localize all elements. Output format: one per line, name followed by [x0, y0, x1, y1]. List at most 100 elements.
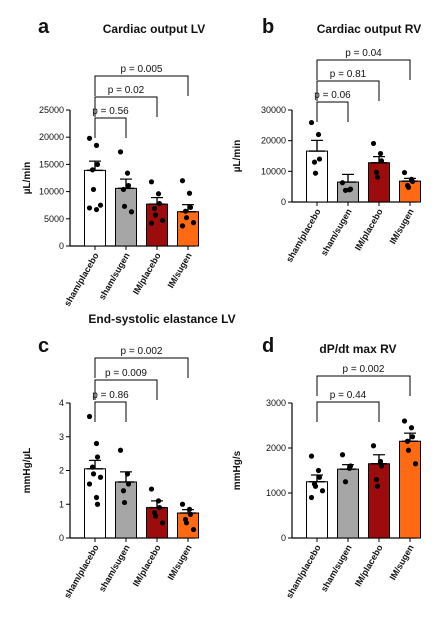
y-tick-label: 2: [59, 466, 64, 476]
bar-im-placebo: [368, 463, 390, 539]
data-point: [93, 142, 100, 148]
data-point: [373, 476, 380, 483]
data-point: [94, 161, 101, 167]
p-value-label: p = 0.44: [330, 390, 367, 401]
data-point: [412, 461, 419, 467]
bar-sham-placebo: [84, 468, 106, 539]
p-value-label: p = 0.02: [108, 85, 145, 96]
data-point: [405, 184, 412, 190]
chart-title: Cardiac output LV: [103, 22, 205, 36]
data-point: [308, 494, 315, 501]
x-tick-label: sham/sugen: [319, 207, 354, 257]
y-axis-label: mmHg/µL: [22, 448, 33, 494]
data-point: [190, 526, 197, 533]
data-point: [308, 453, 315, 459]
y-axis-label: mmHg/s: [232, 450, 243, 490]
x-tick-label: sham/sugen: [97, 543, 132, 593]
data-point: [128, 209, 135, 215]
y-tick-label: 15000: [39, 159, 64, 169]
data-point: [155, 498, 162, 504]
panel-letter: c: [38, 335, 49, 357]
data-point: [182, 208, 189, 214]
data-point: [86, 413, 93, 420]
data-point: [316, 156, 323, 162]
data-point: [125, 481, 132, 487]
y-tick-label: 25000: [39, 105, 64, 115]
data-point: [339, 452, 346, 458]
data-point: [86, 205, 93, 211]
y-tick-label: 0: [281, 197, 286, 207]
y-tick-label: 20000: [39, 132, 64, 142]
data-point: [187, 204, 194, 210]
y-tick-label: 30000: [261, 105, 286, 115]
y-tick-label: 1000: [266, 488, 286, 498]
data-point: [148, 220, 155, 226]
data-point: [117, 149, 124, 155]
data-point: [186, 190, 193, 196]
significance-bracket: [94, 379, 158, 400]
data-point: [373, 169, 380, 175]
panel-letter: a: [38, 16, 50, 38]
y-tick-label: 4: [59, 398, 64, 408]
y-tick-label: 0: [59, 533, 64, 543]
data-point: [374, 483, 381, 489]
panel-a: a Cardiac output LV µL/min 0 5000 10000 15000 2…: [22, 16, 205, 308]
data-point: [378, 158, 385, 164]
data-point: [377, 458, 384, 465]
data-point: [319, 488, 326, 494]
data-point: [183, 215, 190, 221]
significance-bracket: [94, 75, 189, 96]
data-point: [151, 205, 158, 212]
data-point: [315, 467, 322, 474]
data-point: [89, 464, 96, 470]
p-value-label: p = 0.009: [105, 368, 147, 379]
data-point: [405, 447, 412, 453]
data-point: [121, 203, 128, 209]
y-axis-label: µL/min: [22, 162, 33, 194]
data-point: [120, 488, 127, 494]
chart-title: End-systolic elastance LV: [88, 312, 235, 326]
x-tick-label: sham/sugen: [97, 251, 132, 301]
data-point: [159, 217, 166, 224]
data-point: [339, 180, 346, 186]
significance-bracket: [94, 401, 127, 422]
data-point: [347, 463, 354, 469]
chart-title: Cardiac output RV: [317, 22, 421, 36]
panel-c: c End-systolic elastance LV mmHg/µL 0 1 2 3 4 sh…: [22, 312, 236, 600]
data-point: [312, 483, 319, 489]
data-point: [89, 167, 96, 173]
data-point: [312, 170, 319, 176]
significance-bracket: [94, 117, 127, 138]
p-value-label: p = 0.04: [345, 48, 382, 59]
p-value-label: p = 0.81: [330, 69, 367, 80]
x-tick-label: IM/placebo: [131, 543, 163, 589]
data-point: [342, 187, 349, 193]
x-tick-label: IM/placebo: [353, 207, 385, 253]
x-tick-label: sham/placebo: [284, 543, 323, 600]
data-point: [148, 486, 155, 492]
significance-bracket: [316, 401, 380, 422]
y-tick-label: 1: [59, 499, 64, 509]
data-point: [124, 170, 131, 176]
bar-im-sugen: [177, 512, 199, 539]
data-point: [186, 506, 193, 512]
y-tick-label: 3000: [266, 398, 286, 408]
x-tick-label: sham/sugen: [319, 543, 354, 593]
p-value-label: p = 0.002: [343, 364, 385, 375]
data-point: [93, 206, 100, 213]
data-point: [187, 511, 194, 517]
data-point: [86, 135, 93, 141]
data-point: [124, 471, 131, 477]
bar-im-sugen: [399, 440, 421, 539]
significance-bracket: [316, 80, 380, 101]
bar-sham-sugen: [337, 468, 359, 539]
data-point: [179, 223, 186, 229]
data-point: [370, 443, 377, 449]
data-point: [347, 186, 354, 192]
data-point: [370, 140, 377, 147]
data-point: [117, 447, 124, 453]
data-point: [311, 159, 318, 165]
p-value-label: p = 0.002: [121, 346, 163, 357]
data-point: [409, 178, 416, 185]
significance-bracket: [94, 357, 189, 378]
